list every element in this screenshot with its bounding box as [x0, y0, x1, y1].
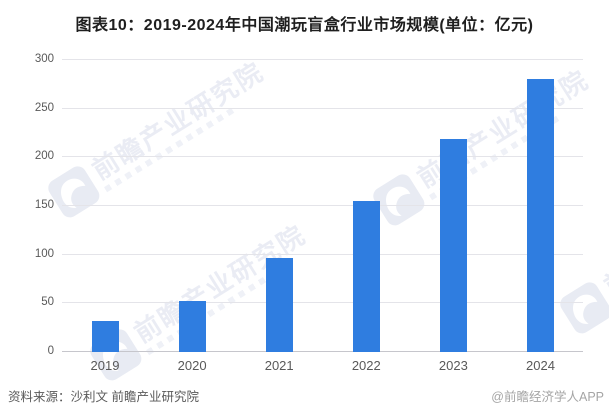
x-axis-label: 2019 — [90, 358, 120, 373]
x-axis-label: 2022 — [351, 358, 381, 373]
gridline — [62, 59, 583, 60]
y-axis-tick-label: 250 — [34, 101, 54, 114]
bar-2021 — [265, 257, 293, 352]
y-axis-tick-label: 0 — [47, 345, 54, 357]
x-axis-label: 2021 — [264, 358, 294, 373]
gridline — [62, 253, 583, 255]
x-axis-label: 2020 — [177, 358, 207, 373]
x-axis-label: 2023 — [438, 358, 468, 373]
bar-2022 — [352, 201, 380, 352]
y-axis-tick-label: 300 — [34, 53, 54, 65]
bar-2019 — [91, 320, 119, 352]
plot-area — [62, 59, 583, 352]
y-axis-tick-label: 50 — [41, 296, 54, 309]
gridline — [62, 107, 583, 109]
gridline — [62, 156, 583, 158]
bar-2023 — [439, 138, 467, 352]
app-credit: @前瞻经济学人APP — [491, 390, 604, 404]
gridline — [62, 351, 583, 352]
y-axis-tick-label: 200 — [34, 150, 54, 163]
y-axis-tick-label: 100 — [34, 247, 54, 260]
bar-2024 — [527, 79, 554, 352]
source-note: 资料来源：沙利文 前瞻产业研究院 — [8, 390, 199, 404]
chart-title: 图表10：2019-2024年中国潮玩盲盒行业市场规模(单位：亿元) — [75, 17, 534, 34]
x-axis-label: 2024 — [526, 358, 555, 373]
gridline — [62, 302, 583, 304]
gridline — [62, 205, 583, 206]
bar-2020 — [178, 301, 206, 352]
watermark-text: 前瞻产业研究院 — [598, 172, 609, 302]
y-axis-tick-label: 150 — [34, 199, 54, 211]
